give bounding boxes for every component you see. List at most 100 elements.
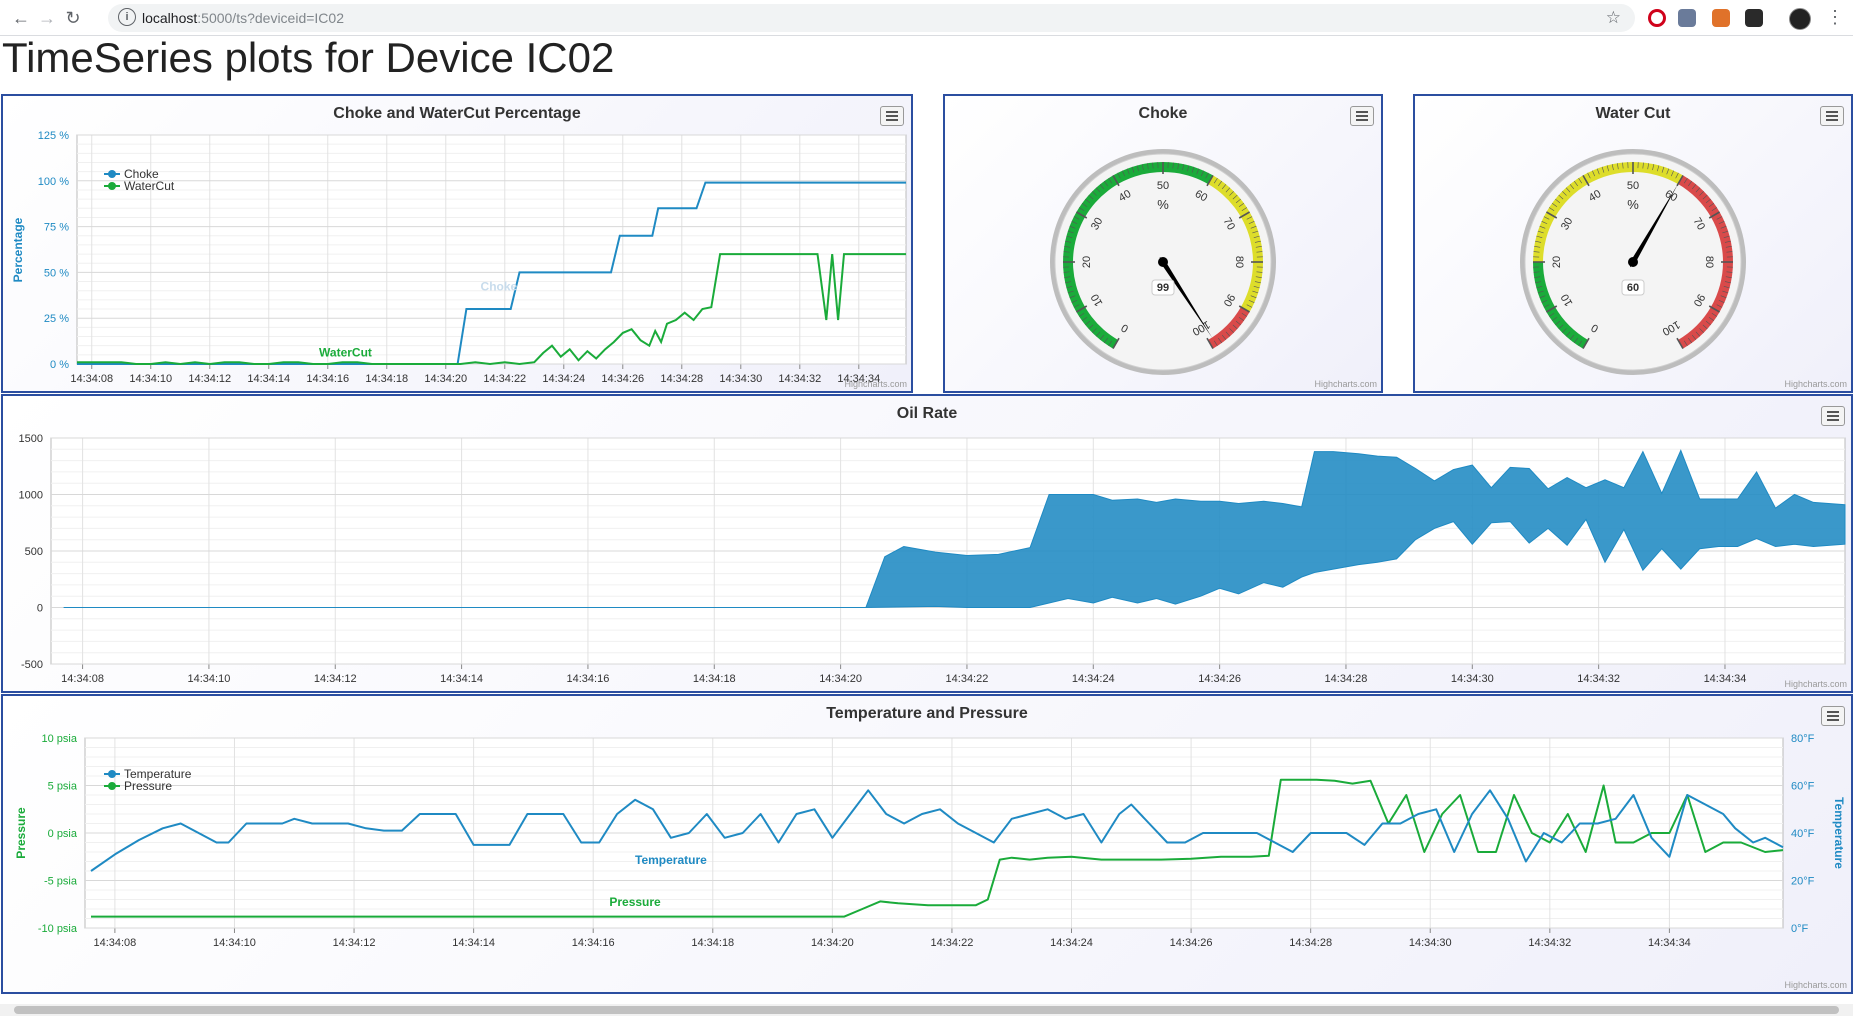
- opera-extension-icon[interactable]: [1648, 9, 1666, 27]
- gauge-major-tick: [1238, 305, 1251, 313]
- gauge-minor-tick: [1092, 191, 1097, 196]
- y-right-tick-label: 60°F: [1791, 781, 1815, 793]
- profile-avatar[interactable]: [1789, 8, 1811, 30]
- back-icon[interactable]: ←: [12, 8, 30, 28]
- gauge-minor-tick: [1225, 331, 1231, 337]
- y-tick-label: -500: [21, 659, 43, 671]
- gauge-tick-label: 80: [1703, 256, 1715, 268]
- chart-credit[interactable]: Highcharts.com: [1784, 379, 1847, 389]
- gauge-minor-tick: [1541, 221, 1548, 225]
- gauge-minor-tick: [1611, 164, 1614, 171]
- gauge-tick-label: 10: [1089, 292, 1106, 309]
- gauge-minor-tick: [1081, 317, 1088, 322]
- gauge-minor-tick: [1596, 168, 1600, 175]
- menu-icon[interactable]: [1820, 106, 1844, 126]
- chart-credit[interactable]: Highcharts.com: [1314, 379, 1377, 389]
- gauge-value-box: [1621, 279, 1645, 296]
- y-tick-label: 1500: [19, 433, 43, 445]
- legend-item: Temperature: [124, 767, 192, 781]
- x-tick-label: 14:34:22: [483, 373, 526, 385]
- extension-icon-4[interactable]: [1745, 9, 1763, 27]
- info-icon[interactable]: i: [118, 8, 136, 26]
- legend-item: WaterCut: [124, 179, 175, 193]
- gauge-minor-tick: [1126, 168, 1130, 175]
- gauge-minor-tick: [1103, 180, 1108, 187]
- extension-icon-3[interactable]: [1712, 9, 1730, 27]
- chart-credit[interactable]: Highcharts.com: [844, 379, 907, 389]
- gauge-tick-label: 50: [1157, 180, 1169, 192]
- address-bar[interactable]: i localhost:5000/ts?deviceid=IC02 ☆: [108, 4, 1635, 32]
- gauge-minor-tick: [1103, 337, 1108, 344]
- browser-toolbar: ← → ↻ i localhost:5000/ts?deviceid=IC02 …: [0, 0, 1853, 36]
- menu-icon[interactable]: [880, 106, 904, 126]
- scrollbar-thumb[interactable]: [14, 1006, 1839, 1014]
- gauge-band: [1533, 262, 1588, 349]
- choke-gauge-panel: Choke 0 10 20 30 40 50 60 70 80 90 100% 99 Highchar…: [943, 94, 1383, 393]
- gauge-minor-tick: [1253, 286, 1260, 289]
- x-tick-label: 14:34:34: [1648, 937, 1691, 949]
- gauge-minor-tick: [1088, 324, 1094, 330]
- gauge-minor-tick: [1562, 328, 1567, 333]
- gauge-minor-tick: [1078, 312, 1085, 317]
- gauge-minor-tick: [1141, 164, 1144, 171]
- legend-marker: [108, 182, 116, 190]
- menu-icon[interactable]: [1821, 706, 1845, 726]
- gauge-minor-tick: [1073, 304, 1080, 308]
- horizontal-scrollbar[interactable]: [0, 1004, 1853, 1016]
- gauge-minor-tick: [1246, 304, 1253, 308]
- gauge-minor-tick: [1647, 163, 1649, 170]
- gauge-minor-tick: [1085, 198, 1091, 204]
- gauge-major-tick: [1582, 337, 1590, 350]
- x-tick-label: 14:34:14: [440, 673, 483, 685]
- gauge-minor-tick: [1253, 235, 1260, 238]
- gauge-major-tick: [1545, 305, 1558, 313]
- menu-icon[interactable]: [1821, 406, 1845, 426]
- gauge-minor-tick: [1718, 299, 1725, 303]
- gauge-minor-tick: [1691, 334, 1697, 340]
- browser-menu-icon[interactable]: ⋮: [1826, 7, 1844, 27]
- gauge-minor-tick: [1726, 251, 1733, 253]
- gauge-minor-tick: [1235, 198, 1241, 204]
- y-tick-label: 500: [25, 546, 43, 558]
- gauge-minor-tick: [1551, 317, 1558, 322]
- gauge-minor-tick: [1548, 207, 1555, 212]
- series-line-temperature: [90, 789, 1784, 872]
- gauge-minor-tick: [1533, 271, 1540, 273]
- star-icon[interactable]: ☆: [1605, 8, 1621, 27]
- gauge-band: [1533, 162, 1683, 262]
- y-right-tick-label: 80°F: [1791, 733, 1815, 745]
- forward-icon[interactable]: →: [38, 8, 56, 28]
- gauge-minor-tick: [1213, 340, 1218, 347]
- gauge-minor-tick: [1235, 320, 1241, 326]
- menu-icon[interactable]: [1350, 106, 1374, 126]
- gauge-minor-tick: [1063, 271, 1070, 273]
- chart-credit[interactable]: Highcharts.com: [1784, 679, 1847, 689]
- gauge-minor-tick: [1695, 331, 1701, 337]
- x-tick-label: 14:34:30: [1409, 937, 1452, 949]
- y-tick-label: 0: [37, 603, 43, 615]
- gauge-minor-tick: [1617, 163, 1619, 170]
- x-tick-label: 14:34:32: [1528, 937, 1571, 949]
- gauge-minor-tick: [1250, 225, 1257, 229]
- gauge-tick-label: 40: [1587, 188, 1604, 205]
- gauge-minor-tick: [1688, 337, 1693, 344]
- gauge-minor-tick: [1724, 281, 1731, 284]
- gauge-tick-label: 40: [1117, 188, 1134, 205]
- chart-credit[interactable]: Highcharts.com: [1784, 980, 1847, 990]
- gauge-minor-tick: [1248, 221, 1255, 225]
- reload-icon[interactable]: ↻: [65, 8, 81, 28]
- gauge-minor-tick: [1254, 281, 1261, 284]
- gauge-minor-tick: [1533, 251, 1540, 253]
- series-label: Choke: [481, 280, 518, 294]
- gauge-minor-tick: [1238, 202, 1245, 207]
- gauge-minor-tick: [1252, 230, 1259, 234]
- gauge-minor-tick: [1218, 337, 1223, 344]
- gauge-minor-tick: [1067, 290, 1074, 294]
- gauge-minor-tick: [1670, 170, 1674, 177]
- extension-icon-2[interactable]: [1678, 9, 1696, 27]
- gauge-major-tick: [1238, 211, 1251, 219]
- gauge-major-tick: [1075, 211, 1088, 219]
- gauge-minor-tick: [1078, 207, 1085, 212]
